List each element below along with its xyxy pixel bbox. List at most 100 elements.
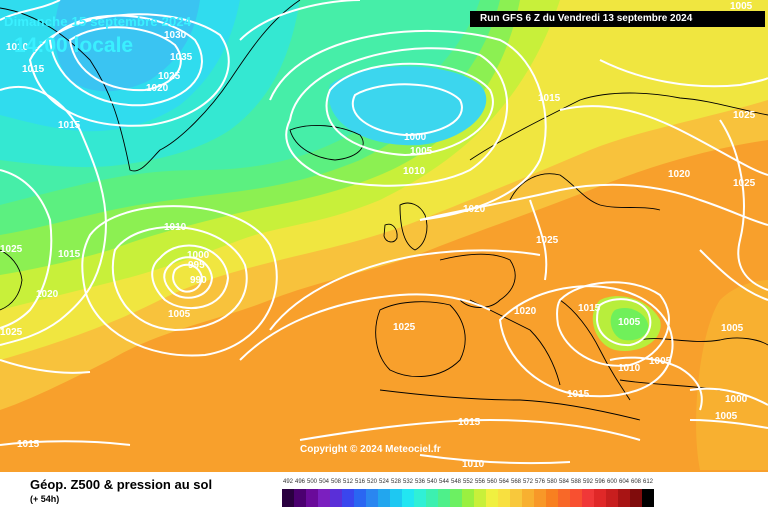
color-scale-swatch (450, 489, 462, 507)
isobar-label: 1015 (578, 303, 601, 314)
color-scale-swatch (594, 489, 606, 507)
color-scale-tick-label: 580 (546, 479, 557, 485)
color-scale-tick-label: 524 (378, 479, 389, 485)
color-scale-swatch (510, 489, 522, 507)
color-scale-swatch (318, 489, 330, 507)
isobar-label: 1010 (462, 459, 485, 470)
legend-footer: Géop. Z500 & pression au sol (+ 54h) 492… (0, 472, 768, 512)
isobar-label: 1025 (158, 71, 181, 82)
isobar-label: 1015 (22, 64, 45, 75)
color-scale-swatch (558, 489, 570, 507)
color-scale-tick-label: 500 (306, 479, 317, 485)
isobar-label: 1005 (721, 323, 744, 334)
color-scale-swatch (522, 489, 534, 507)
color-scale-tick-label: 572 (522, 479, 533, 485)
color-scale-tick-label: 516 (354, 479, 365, 485)
color-scale-tick-label: 512 (342, 479, 353, 485)
isobar-label: 1020 (463, 204, 486, 215)
color-scale-tick-label: 528 (390, 479, 401, 485)
isobar-label: 1000 (725, 394, 748, 405)
isobar-label: 990 (190, 275, 207, 286)
color-scale-swatch (462, 489, 474, 507)
color-scale-swatch (378, 489, 390, 507)
color-scale-swatch (426, 489, 438, 507)
isobar-label: 1000 (404, 132, 427, 143)
geopotential-map: 1005 1010 1015 1030 1035 1025 1020 1015 … (0, 0, 768, 472)
isobar-label: 1020 (146, 83, 169, 94)
color-scale-tick-label: 508 (330, 479, 341, 485)
isobar-label: 1020 (668, 169, 691, 180)
color-scale-tick-label: 576 (534, 479, 545, 485)
color-scale-tick-label: 592 (582, 479, 593, 485)
color-scale-tick-label: 544 (438, 479, 449, 485)
color-scale-tick-label: 492 (282, 479, 293, 485)
isobar-label: 1015 (58, 249, 81, 260)
isobar-label: 1010 (6, 42, 29, 53)
color-scale-swatch (294, 489, 306, 507)
color-scale-tick-label: 604 (618, 479, 629, 485)
color-scale-tick-label: 588 (570, 479, 581, 485)
color-scale-tick-label: 596 (594, 479, 605, 485)
isobar-label: 1025 (536, 235, 559, 246)
isobar-label: 1015 (458, 417, 481, 428)
color-scale-swatch (342, 489, 354, 507)
color-scale-swatch (582, 489, 594, 507)
isobar-label: 1005 (168, 309, 191, 320)
color-scale-tick-label: 608 (630, 479, 641, 485)
coastlines (0, 0, 768, 421)
color-scale-tick-label: 548 (450, 479, 461, 485)
forecast-date: Dimanche 15 septembre 2024 (4, 14, 192, 29)
isobar-label: 1015 (567, 389, 590, 400)
isobar-label: 1025 (0, 327, 23, 338)
isobar-label: 1005 (730, 1, 753, 12)
model-run-info: Run GFS 6 Z du Vendredi 13 septembre 202… (470, 11, 765, 27)
color-scale-swatch (330, 489, 342, 507)
color-scale-swatch (414, 489, 426, 507)
isobar-label: 1005 (715, 411, 738, 422)
copyright-notice: Copyright © 2024 Meteociel.fr (300, 444, 441, 455)
isobar-label: 1010 (403, 166, 426, 177)
color-scale-swatch (486, 489, 498, 507)
color-scale-tick-label: 564 (498, 479, 509, 485)
color-scale-swatch (630, 489, 642, 507)
isobar-label: 1005 (618, 317, 641, 328)
isobar-label: 1030 (164, 30, 187, 41)
isobar-label: 995 (188, 260, 205, 271)
color-scale-tick-label: 532 (402, 479, 413, 485)
color-scale-swatch (402, 489, 414, 507)
color-scale-swatch (570, 489, 582, 507)
color-scale-tick-label: 612 (642, 479, 653, 485)
isobar-label: 1015 (17, 439, 40, 450)
color-scale-swatch (546, 489, 558, 507)
isobar-label: 1005 (649, 356, 672, 367)
color-scale-swatch (354, 489, 366, 507)
isobar-labels: 1005 1010 1015 1030 1035 1025 1020 1015 … (0, 1, 756, 470)
color-scale-tick-label: 540 (426, 479, 437, 485)
isobar-label: 1015 (58, 120, 81, 131)
color-scale-tick-label: 584 (558, 479, 569, 485)
color-scale-tick-label: 556 (474, 479, 485, 485)
isobar-label: 1020 (514, 306, 537, 317)
color-scale-bar (282, 489, 654, 507)
isobar-label: 1005 (410, 146, 433, 157)
color-scale-tick-label: 600 (606, 479, 617, 485)
isobar-label: 1000 (187, 250, 210, 261)
color-scale-swatch (498, 489, 510, 507)
color-scale-swatch (534, 489, 546, 507)
color-scale-swatch (366, 489, 378, 507)
color-scale-tick-label: 496 (294, 479, 305, 485)
color-scale-swatch (390, 489, 402, 507)
color-scale-tick-label: 568 (510, 479, 521, 485)
isobar-label: 1010 (164, 222, 187, 233)
isobar-label: 1010 (618, 363, 641, 374)
isobar-label: 1025 (0, 244, 23, 255)
isobar-label: 1025 (393, 322, 416, 333)
isobar-label: 1025 (733, 110, 756, 121)
color-scale-swatch (474, 489, 486, 507)
color-scale-tick-label: 504 (318, 479, 329, 485)
isobar-lines (0, 0, 768, 465)
color-scale-swatch (306, 489, 318, 507)
color-scale-tick-label: 552 (462, 479, 473, 485)
color-scale-tick-label: 536 (414, 479, 425, 485)
